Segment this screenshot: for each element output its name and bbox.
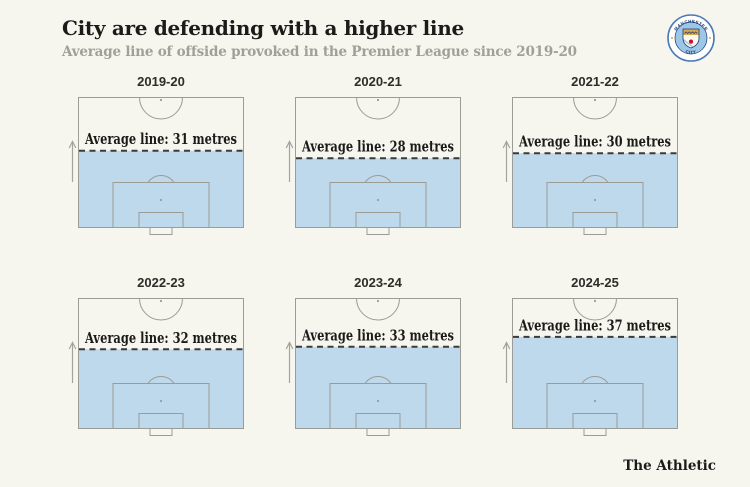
- penalty-spot: [159, 399, 163, 403]
- chart-subtitle: Average line of offside provoked in the …: [62, 44, 577, 60]
- pitch-diagram: Average line: 33 metres: [285, 298, 461, 436]
- centre-circle-half: [356, 298, 400, 321]
- manchester-city-crest: MANCHESTER CITY: [667, 14, 715, 62]
- crest-icon: MANCHESTER CITY: [667, 14, 715, 62]
- shaded-defensive-area: [79, 349, 243, 429]
- chart-title: City are defending with a higher line: [62, 16, 464, 40]
- pitch-diagram: Average line: 37 metres: [502, 298, 678, 436]
- average-line-label: Average line: 28 metres: [301, 139, 454, 156]
- season-pitch-card: 2024-25 Average line: 37 metres: [502, 275, 678, 439]
- attack-direction-arrow: [68, 140, 77, 182]
- centre-circle-half: [356, 97, 400, 120]
- season-label: 2019-20: [137, 74, 185, 89]
- attack-direction-arrow: [285, 341, 294, 383]
- goal: [583, 227, 607, 235]
- goal: [149, 227, 173, 235]
- shaded-defensive-area: [79, 150, 243, 228]
- crest-shield-outline: [682, 28, 700, 49]
- penalty-arc: [581, 376, 609, 384]
- average-line-label: Average line: 33 metres: [301, 327, 454, 344]
- crest-bottom-text: CITY: [685, 49, 697, 55]
- season-label: 2024-25: [571, 275, 619, 290]
- attack-direction-arrow: [502, 341, 511, 383]
- penalty-arc: [364, 175, 392, 183]
- average-line-label: Average line: 37 metres: [518, 317, 671, 334]
- credit: The Athletic: [623, 458, 716, 474]
- goal: [366, 428, 390, 436]
- kickoff-spot: [593, 98, 597, 102]
- kickoff-spot: [376, 299, 380, 303]
- pitch-diagram: Average line: 31 metres: [68, 97, 244, 235]
- shaded-defensive-area: [513, 153, 677, 228]
- penalty-spot: [376, 198, 380, 202]
- penalty-arc: [581, 175, 609, 183]
- average-line-label: Average line: 31 metres: [84, 131, 237, 148]
- penalty-spot: [593, 399, 597, 403]
- season-pitch-card: 2021-22 Average line: 30 metres: [502, 74, 678, 238]
- pitch-diagram: Average line: 32 metres: [68, 298, 244, 436]
- crest-left-star: [671, 37, 673, 39]
- penalty-arc: [364, 376, 392, 384]
- kickoff-spot: [159, 299, 163, 303]
- season-pitch-card: 2020-21 Average line: 28 metres: [285, 74, 461, 238]
- goal: [149, 428, 173, 436]
- pitch-diagram: Average line: 28 metres: [285, 97, 461, 235]
- attack-direction-arrow: [285, 140, 294, 182]
- season-label: 2022-23: [137, 275, 185, 290]
- kickoff-spot: [376, 98, 380, 102]
- shaded-defensive-area: [296, 346, 460, 429]
- kickoff-spot: [593, 299, 597, 303]
- season-pitch-card: 2023-24 Average line: 33 metres: [285, 275, 461, 439]
- penalty-spot: [159, 198, 163, 202]
- season-label: 2020-21: [354, 74, 402, 89]
- penalty-arc: [147, 376, 175, 384]
- average-line-label: Average line: 32 metres: [84, 330, 237, 347]
- centre-circle-half: [573, 298, 617, 321]
- season-pitch-card: 2019-20 Average line: 31 metres: [68, 74, 244, 238]
- centre-circle-half: [139, 298, 183, 321]
- penalty-spot: [376, 399, 380, 403]
- pitch-grid: 2019-20 Average line: 31 metres 2020-21: [68, 74, 750, 439]
- centre-circle-half: [139, 97, 183, 120]
- penalty-spot: [593, 198, 597, 202]
- shaded-defensive-area: [296, 158, 460, 228]
- season-label: 2023-24: [354, 275, 402, 290]
- goal: [366, 227, 390, 235]
- pitch-diagram: Average line: 30 metres: [502, 97, 678, 235]
- centre-circle-half: [573, 97, 617, 120]
- attack-direction-arrow: [502, 140, 511, 182]
- attack-direction-arrow: [68, 341, 77, 383]
- season-pitch-card: 2022-23 Average line: 32 metres: [68, 275, 244, 439]
- kickoff-spot: [159, 98, 163, 102]
- average-line-label: Average line: 30 metres: [518, 134, 671, 151]
- shaded-defensive-area: [513, 336, 677, 429]
- header: City are defending with a higher line Av…: [0, 0, 750, 60]
- crest-right-star: [709, 37, 711, 39]
- penalty-arc: [147, 175, 175, 183]
- goal: [583, 428, 607, 436]
- season-label: 2021-22: [571, 74, 619, 89]
